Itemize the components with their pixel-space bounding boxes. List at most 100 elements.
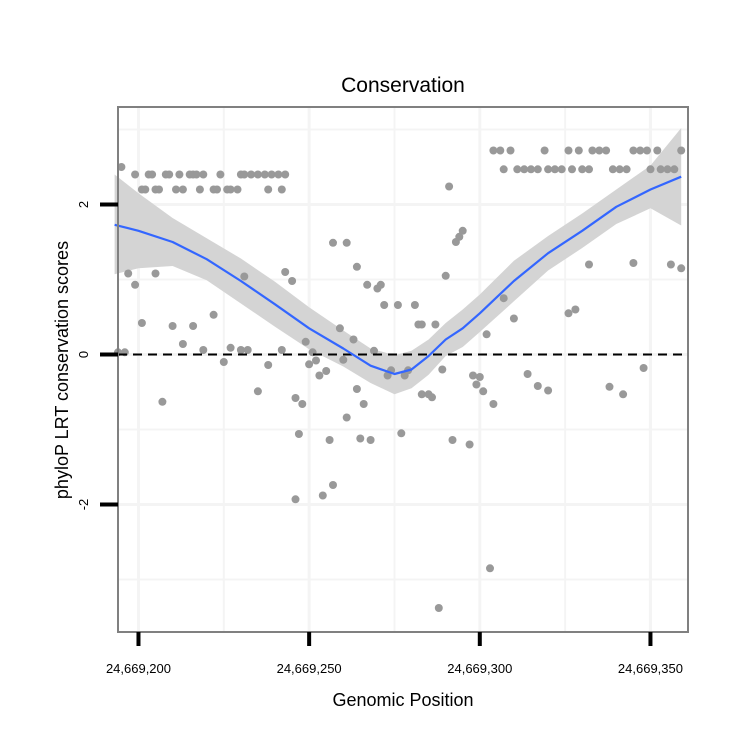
- data-point: [325, 436, 334, 444]
- data-point: [509, 314, 518, 323]
- data-point: [236, 346, 245, 354]
- data-point: [428, 393, 436, 402]
- data-point: [520, 165, 529, 174]
- data-point: [482, 330, 491, 339]
- data-point: [226, 185, 235, 194]
- data-point: [486, 564, 494, 573]
- data-point: [438, 365, 447, 374]
- scatter-points: [114, 146, 686, 612]
- data-point: [195, 185, 204, 194]
- data-point: [291, 495, 300, 504]
- confidence-ribbon: [114, 128, 682, 395]
- data-point: [568, 165, 576, 174]
- data-point: [277, 185, 286, 194]
- data-point: [629, 259, 638, 267]
- data-point: [533, 165, 542, 174]
- data-point: [578, 165, 587, 174]
- data-point: [513, 165, 522, 174]
- data-point: [281, 268, 290, 276]
- data-point: [253, 387, 262, 396]
- data-point: [469, 371, 477, 380]
- data-point: [155, 185, 163, 194]
- data-point: [267, 170, 276, 179]
- data-point: [496, 146, 505, 155]
- data-point: [666, 260, 675, 269]
- data-point: [342, 238, 351, 247]
- data-point: [431, 320, 440, 329]
- data-point: [615, 165, 624, 174]
- data-point: [663, 165, 672, 174]
- data-point: [151, 269, 160, 278]
- data-point: [608, 165, 617, 174]
- data-point: [506, 146, 515, 155]
- data-point: [233, 185, 242, 194]
- data-point: [366, 436, 375, 444]
- data-point: [639, 364, 648, 372]
- data-point: [264, 361, 273, 369]
- data-point: [595, 146, 604, 155]
- data-point: [131, 280, 140, 289]
- data-point: [619, 390, 628, 399]
- data-point: [199, 170, 208, 179]
- x-axis-label: Genomic Position: [332, 690, 473, 710]
- data-point: [219, 358, 228, 366]
- data-point: [356, 434, 365, 443]
- data-point: [670, 165, 679, 174]
- data-point: [260, 170, 269, 179]
- data-point: [168, 322, 177, 330]
- data-point: [312, 356, 320, 365]
- data-point: [602, 146, 611, 155]
- data-point: [653, 146, 662, 155]
- data-point: [489, 400, 498, 408]
- data-point: [550, 165, 559, 174]
- data-point: [533, 382, 542, 390]
- data-point: [240, 170, 249, 179]
- data-point: [574, 146, 583, 155]
- data-point: [564, 309, 573, 318]
- data-point: [277, 346, 286, 354]
- y-axis: -2 0 2: [76, 201, 118, 510]
- data-point: [137, 319, 146, 327]
- data-point: [349, 335, 358, 344]
- data-point: [189, 322, 198, 330]
- data-point: [209, 310, 218, 319]
- data-point: [359, 400, 368, 408]
- data-point: [523, 370, 532, 378]
- data-point: [213, 185, 221, 194]
- data-point: [472, 380, 481, 389]
- data-point: [417, 320, 426, 329]
- data-point: [131, 170, 140, 179]
- data-point: [329, 481, 337, 489]
- data-point: [141, 185, 150, 194]
- data-point: [557, 165, 566, 174]
- data-point: [585, 165, 593, 174]
- data-point: [380, 301, 389, 309]
- data-point: [571, 305, 580, 314]
- data-point: [178, 340, 187, 348]
- data-point: [417, 390, 426, 399]
- data-point: [247, 170, 256, 179]
- data-point: [274, 170, 283, 179]
- data-point: [499, 294, 508, 303]
- smooth-trend-line: [114, 175, 682, 376]
- data-point: [489, 146, 498, 155]
- data-point: [199, 346, 208, 354]
- x-tick-label: 24,669,350: [618, 661, 683, 676]
- y-tick-label: 2: [76, 201, 91, 208]
- data-point: [677, 146, 686, 155]
- data-point: [158, 397, 167, 406]
- data-point: [301, 337, 310, 346]
- data-point: [544, 165, 553, 174]
- x-tick-label: 24,669,200: [106, 661, 171, 676]
- data-point: [322, 367, 331, 375]
- y-tick-label: 0: [76, 351, 91, 358]
- data-point: [352, 262, 361, 271]
- data-point: [376, 280, 385, 289]
- data-point: [527, 165, 535, 174]
- data-point: [226, 343, 235, 352]
- confidence-ribbon-layer: [114, 128, 682, 395]
- data-point: [544, 386, 553, 395]
- data-point: [339, 355, 348, 364]
- data-point: [216, 170, 225, 179]
